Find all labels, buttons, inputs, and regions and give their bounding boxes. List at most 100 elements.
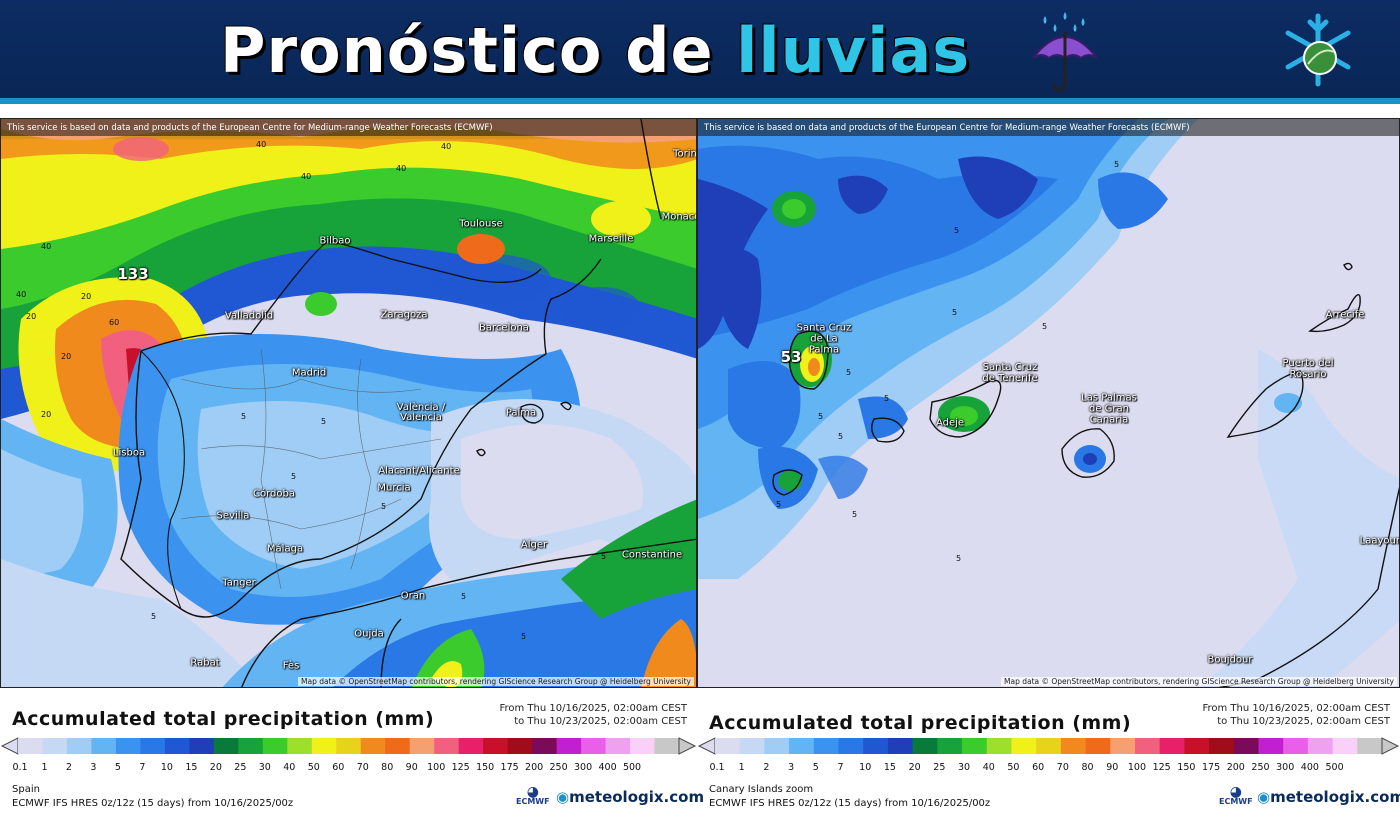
scale-tick-label: 7: [837, 762, 844, 773]
scale-swatch: [789, 738, 815, 754]
scale-swatch: [1036, 738, 1062, 754]
contour-label: 5: [381, 502, 386, 511]
scale-swatch: [1110, 738, 1136, 754]
scale-swatch: [66, 738, 92, 754]
scale-swatch: [287, 738, 313, 754]
scale-swatch: [1159, 738, 1185, 754]
scale-tick-label: 250: [549, 762, 568, 773]
contour-label: 20: [41, 410, 51, 419]
contour-label: 5: [461, 592, 466, 601]
city-label: Boujdour: [1207, 654, 1253, 666]
scale-swatch: [962, 738, 988, 754]
scale-tick-label: 125: [1152, 762, 1171, 773]
scale-swatch: [507, 738, 533, 754]
contour-label: 60: [109, 318, 119, 327]
scale-tick-label: 100: [427, 762, 446, 773]
city-label: Alger: [520, 539, 548, 551]
scale-swatch: [91, 738, 117, 754]
scale-tick-label: 50: [307, 762, 320, 773]
scale-tick-label: 60: [332, 762, 345, 773]
scale-tick-label: 2: [763, 762, 770, 773]
scale-swatch: [1209, 738, 1235, 754]
scale-tick-label: 70: [1056, 762, 1069, 773]
contour-label: 5: [321, 417, 326, 426]
contour-label: 5: [846, 368, 851, 377]
scale-tick-label: 5: [114, 762, 121, 773]
page-title: Pronóstico de lluvias: [220, 14, 970, 87]
contour-label: 5: [1042, 322, 1047, 331]
scale-swatch: [1357, 738, 1383, 754]
scale-swatch: [863, 738, 889, 754]
snowflake-leaf-logo-icon: [1285, 13, 1351, 87]
ecmwf-logo-icon: ◕ ECMWF: [516, 784, 550, 806]
scale-tick-label: 1: [41, 762, 48, 773]
scale-tick-label: 100: [1127, 762, 1147, 773]
meteologix-logo-icon: ◉: [556, 788, 570, 806]
city-label: Oran: [400, 590, 426, 602]
legend-canary: Accumulated total precipitation (mm) Fro…: [697, 690, 1400, 817]
city-label: Alacant/Alicante: [378, 465, 460, 477]
header-banner: Pronóstico de lluvias: [0, 0, 1400, 104]
scale-swatch: [1060, 738, 1087, 754]
scale-swatch: [581, 738, 607, 754]
scale-swatch: [887, 738, 914, 754]
scale-swatch: [483, 738, 509, 754]
map-credit: Map data © OpenStreetMap contributors, r…: [298, 677, 694, 686]
model-label: ECMWF IFS HRES 0z/12z (15 days) from 10/…: [709, 798, 991, 809]
contour-label: 5: [956, 554, 961, 563]
scale-tick-label: 175: [1201, 762, 1221, 773]
scale-tick-label: 80: [381, 762, 394, 773]
city-label: Zaragoza: [380, 309, 428, 321]
max-value-label: 133: [117, 265, 149, 283]
city-label: Madrid: [291, 367, 327, 379]
scale-tick-label: 250: [1251, 762, 1270, 773]
scale-tick-label: 20: [209, 762, 222, 773]
meteologix-logo-icon: ◉: [1257, 788, 1271, 806]
legend-title: Accumulated total precipitation (mm): [709, 712, 1132, 734]
title-text: Pronóstico de: [220, 14, 737, 87]
scale-swatch: [838, 738, 864, 754]
title-highlight: lluvias: [736, 14, 971, 87]
scale-tick-label: 150: [476, 762, 495, 773]
scale-swatch: [262, 738, 288, 754]
scale-tick-label: 500: [1325, 762, 1344, 773]
scale-swatch: [18, 738, 43, 754]
scale-swatch: [336, 738, 362, 754]
region-label: Canary Islands zoom: [709, 784, 814, 795]
scale-tick-label: 70: [356, 762, 369, 773]
ecmwf-notice: This service is based on data and produc…: [7, 123, 493, 133]
scale-tick-label: 10: [160, 762, 173, 773]
city-label: Valladolid: [224, 310, 274, 322]
scale-swatch: [360, 738, 386, 754]
date-to: to Thu 10/23/2025, 02:00am CEST: [514, 716, 687, 727]
city-label: Córdoba: [253, 488, 295, 500]
contour-label: 5: [852, 510, 857, 519]
scale-swatch: [458, 738, 484, 754]
spain-precipitation-map: 40 40 40 40 40 20 20 20 40 20 60 5 5 5 5 5 5 5 5 This serv…: [0, 118, 697, 688]
city-label: Málaga: [266, 543, 304, 555]
contour-label: 40: [41, 242, 51, 251]
legend-dates: From Thu 10/16/2025, 02:00am CEST to Thu …: [499, 702, 687, 728]
scale-swatch: [164, 738, 190, 754]
spain-map-canvas: 40 40 40 40 40 20 20 20 40 20 60 5 5 5 5 5 5 5 5: [1, 119, 696, 687]
scale-swatch: [1283, 738, 1309, 754]
contour-label: 5: [241, 412, 246, 421]
legend-title: Accumulated total precipitation (mm): [12, 708, 435, 730]
scale-tick-label: 30: [957, 762, 971, 773]
city-label: Monaco: [661, 211, 697, 223]
scale-tick-label: 25: [234, 762, 247, 773]
scale-tick-label: 150: [1177, 762, 1196, 773]
scale-arrow-right: [1381, 737, 1400, 755]
scale-swatch: [385, 738, 411, 754]
umbrella-rain-icon: [1032, 12, 1098, 92]
scale-swatch: [140, 738, 166, 754]
scale-swatch: [42, 738, 68, 754]
brand-text: meteologix.com: [569, 788, 705, 806]
contour-label: 40: [441, 142, 451, 151]
scale-tick-label: 300: [573, 762, 593, 773]
max-value-label: 53: [780, 348, 802, 366]
meteologix-brand: ◉meteologix.com: [556, 788, 704, 806]
city-label: Adeje: [935, 417, 965, 429]
city-label: Bilbao: [319, 235, 351, 247]
scale-swatch: [311, 738, 337, 754]
